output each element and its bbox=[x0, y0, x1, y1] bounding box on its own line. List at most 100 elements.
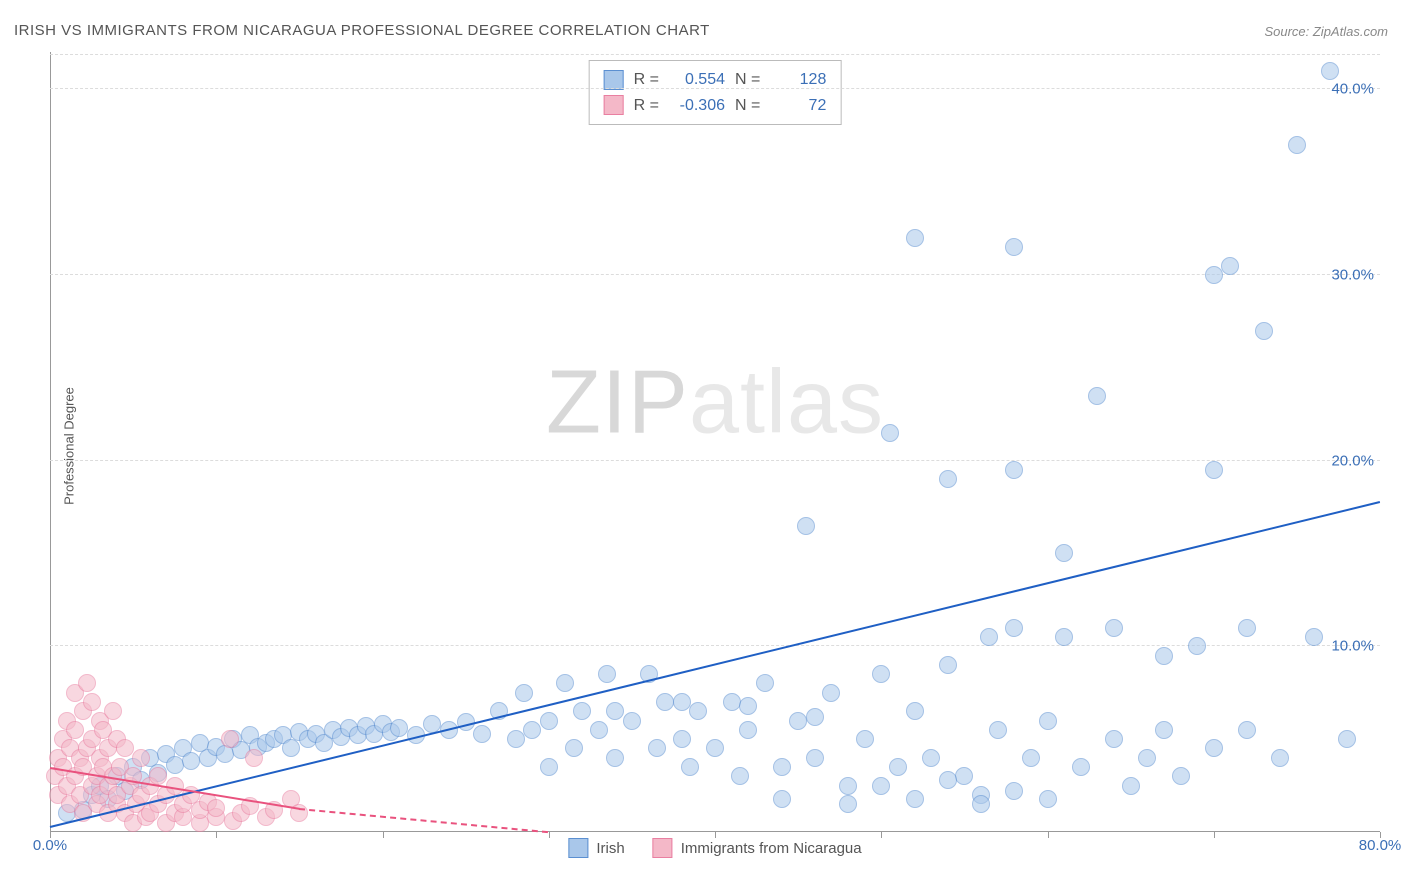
n-value-nicaragua: 72 bbox=[770, 93, 826, 119]
data-point bbox=[473, 725, 491, 743]
r-value-nicaragua: -0.306 bbox=[669, 93, 725, 119]
data-point bbox=[116, 739, 134, 757]
data-point bbox=[889, 758, 907, 776]
data-point bbox=[66, 721, 84, 739]
y-tick-label: 20.0% bbox=[1331, 452, 1374, 469]
data-point bbox=[789, 712, 807, 730]
data-point bbox=[797, 517, 815, 535]
legend-label-irish: Irish bbox=[596, 840, 624, 857]
data-point bbox=[245, 749, 263, 767]
data-point bbox=[1005, 238, 1023, 256]
data-point bbox=[980, 628, 998, 646]
stats-legend: R = 0.554 N = 128 R = -0.306 N = 72 bbox=[589, 60, 842, 125]
data-point bbox=[689, 702, 707, 720]
grid-line bbox=[50, 645, 1380, 646]
data-point bbox=[1221, 257, 1239, 275]
y-tick-label: 40.0% bbox=[1331, 81, 1374, 98]
data-point bbox=[1205, 461, 1223, 479]
data-point bbox=[939, 771, 957, 789]
data-point bbox=[1122, 777, 1140, 795]
data-point bbox=[673, 693, 691, 711]
data-point bbox=[78, 674, 96, 692]
data-point bbox=[221, 730, 239, 748]
data-point bbox=[955, 767, 973, 785]
data-point bbox=[922, 749, 940, 767]
data-point bbox=[1105, 730, 1123, 748]
data-point bbox=[1338, 730, 1356, 748]
chart-title: IRISH VS IMMIGRANTS FROM NICARAGUA PROFE… bbox=[14, 22, 710, 39]
data-point bbox=[1238, 721, 1256, 739]
chart-container: IRISH VS IMMIGRANTS FROM NICARAGUA PROFE… bbox=[0, 0, 1406, 892]
data-point bbox=[1105, 619, 1123, 637]
data-point bbox=[606, 749, 624, 767]
data-point bbox=[822, 684, 840, 702]
x-tick bbox=[549, 832, 550, 838]
x-tick bbox=[1048, 832, 1049, 838]
data-point bbox=[1088, 387, 1106, 405]
data-point bbox=[806, 708, 824, 726]
data-point bbox=[1188, 637, 1206, 655]
data-point bbox=[739, 721, 757, 739]
data-point bbox=[1005, 782, 1023, 800]
data-point bbox=[872, 777, 890, 795]
x-tick bbox=[1214, 832, 1215, 838]
data-point bbox=[1138, 749, 1156, 767]
data-point bbox=[1238, 619, 1256, 637]
data-point bbox=[1072, 758, 1090, 776]
data-point bbox=[681, 758, 699, 776]
grid-line bbox=[50, 88, 1380, 89]
data-point bbox=[606, 702, 624, 720]
data-point bbox=[673, 730, 691, 748]
stats-row-nicaragua: R = -0.306 N = 72 bbox=[604, 93, 827, 119]
data-point bbox=[1255, 322, 1273, 340]
data-point bbox=[648, 739, 666, 757]
data-point bbox=[723, 693, 741, 711]
data-point bbox=[806, 749, 824, 767]
data-point bbox=[1305, 628, 1323, 646]
legend-item-nicaragua: Immigrants from Nicaragua bbox=[653, 838, 862, 858]
swatch-irish bbox=[568, 838, 588, 858]
swatch-nicaragua bbox=[604, 95, 624, 115]
data-point bbox=[515, 684, 533, 702]
data-point bbox=[540, 758, 558, 776]
grid-line bbox=[50, 460, 1380, 461]
data-point bbox=[773, 790, 791, 808]
data-point bbox=[1055, 628, 1073, 646]
data-point bbox=[906, 229, 924, 247]
data-point bbox=[1005, 619, 1023, 637]
data-point bbox=[182, 752, 200, 770]
data-point bbox=[573, 702, 591, 720]
data-point bbox=[1039, 790, 1057, 808]
watermark-part1: ZIP bbox=[546, 353, 689, 453]
data-point bbox=[104, 702, 122, 720]
data-point bbox=[166, 756, 184, 774]
r-label: R = bbox=[634, 93, 659, 119]
data-point bbox=[83, 693, 101, 711]
legend-label-nicaragua: Immigrants from Nicaragua bbox=[681, 840, 862, 857]
data-point bbox=[132, 749, 150, 767]
data-point bbox=[881, 424, 899, 442]
data-point bbox=[839, 777, 857, 795]
data-point bbox=[1005, 461, 1023, 479]
data-point bbox=[656, 693, 674, 711]
y-tick-label: 10.0% bbox=[1331, 638, 1374, 655]
x-tick-label: 80.0% bbox=[1359, 837, 1402, 854]
data-point bbox=[565, 739, 583, 757]
trend-line bbox=[299, 808, 549, 833]
source-attribution: Source: ZipAtlas.com bbox=[1264, 24, 1388, 39]
data-point bbox=[1039, 712, 1057, 730]
x-tick bbox=[881, 832, 882, 838]
data-point bbox=[906, 790, 924, 808]
data-point bbox=[972, 795, 990, 813]
data-point bbox=[282, 739, 300, 757]
data-point bbox=[598, 665, 616, 683]
data-point bbox=[1205, 266, 1223, 284]
data-point bbox=[756, 674, 774, 692]
data-point bbox=[1172, 767, 1190, 785]
data-point bbox=[731, 767, 749, 785]
data-point bbox=[939, 470, 957, 488]
x-tick bbox=[216, 832, 217, 838]
data-point bbox=[1022, 749, 1040, 767]
grid-line bbox=[50, 54, 1380, 55]
data-point bbox=[1155, 647, 1173, 665]
